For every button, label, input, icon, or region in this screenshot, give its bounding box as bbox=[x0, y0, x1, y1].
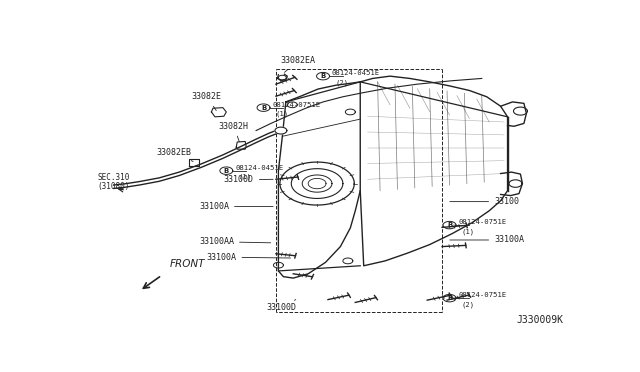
Text: (1): (1) bbox=[462, 228, 475, 235]
Text: 33082E: 33082E bbox=[191, 92, 221, 110]
Text: B: B bbox=[261, 105, 266, 110]
Text: (2): (2) bbox=[462, 301, 475, 308]
Text: 33100D: 33100D bbox=[266, 299, 296, 312]
Text: 08124-0751E: 08124-0751E bbox=[458, 292, 507, 298]
Text: J330009K: J330009K bbox=[516, 315, 564, 325]
Polygon shape bbox=[443, 221, 456, 229]
Polygon shape bbox=[317, 73, 330, 80]
Text: 33082H: 33082H bbox=[219, 122, 249, 142]
Text: B: B bbox=[224, 168, 229, 174]
Text: 33100: 33100 bbox=[450, 197, 519, 206]
Text: B: B bbox=[447, 222, 452, 228]
Text: 33100A: 33100A bbox=[450, 235, 524, 244]
Text: SEC.310: SEC.310 bbox=[97, 173, 130, 182]
Text: B: B bbox=[321, 73, 326, 79]
Text: (31080): (31080) bbox=[97, 182, 130, 191]
Text: (1): (1) bbox=[276, 111, 289, 117]
Text: 33082EA: 33082EA bbox=[281, 56, 316, 72]
Text: 33100D: 33100D bbox=[224, 175, 273, 185]
Text: 08124-0751E: 08124-0751E bbox=[458, 219, 507, 225]
Polygon shape bbox=[257, 104, 270, 111]
Text: 33100A: 33100A bbox=[199, 202, 273, 211]
Text: 08124-0451E: 08124-0451E bbox=[236, 165, 284, 171]
Polygon shape bbox=[275, 127, 287, 134]
Text: (2): (2) bbox=[335, 79, 349, 86]
Polygon shape bbox=[443, 294, 456, 302]
Text: (1): (1) bbox=[239, 174, 252, 180]
Text: FRONT: FRONT bbox=[169, 260, 205, 269]
Text: 33100A: 33100A bbox=[207, 253, 291, 262]
Text: 08124-0751E: 08124-0751E bbox=[273, 102, 321, 108]
Polygon shape bbox=[220, 167, 233, 174]
Text: 08124-0451E: 08124-0451E bbox=[332, 70, 380, 76]
Text: 33100AA: 33100AA bbox=[199, 237, 271, 246]
Text: 33082EB: 33082EB bbox=[157, 148, 193, 161]
Text: B: B bbox=[447, 295, 452, 301]
